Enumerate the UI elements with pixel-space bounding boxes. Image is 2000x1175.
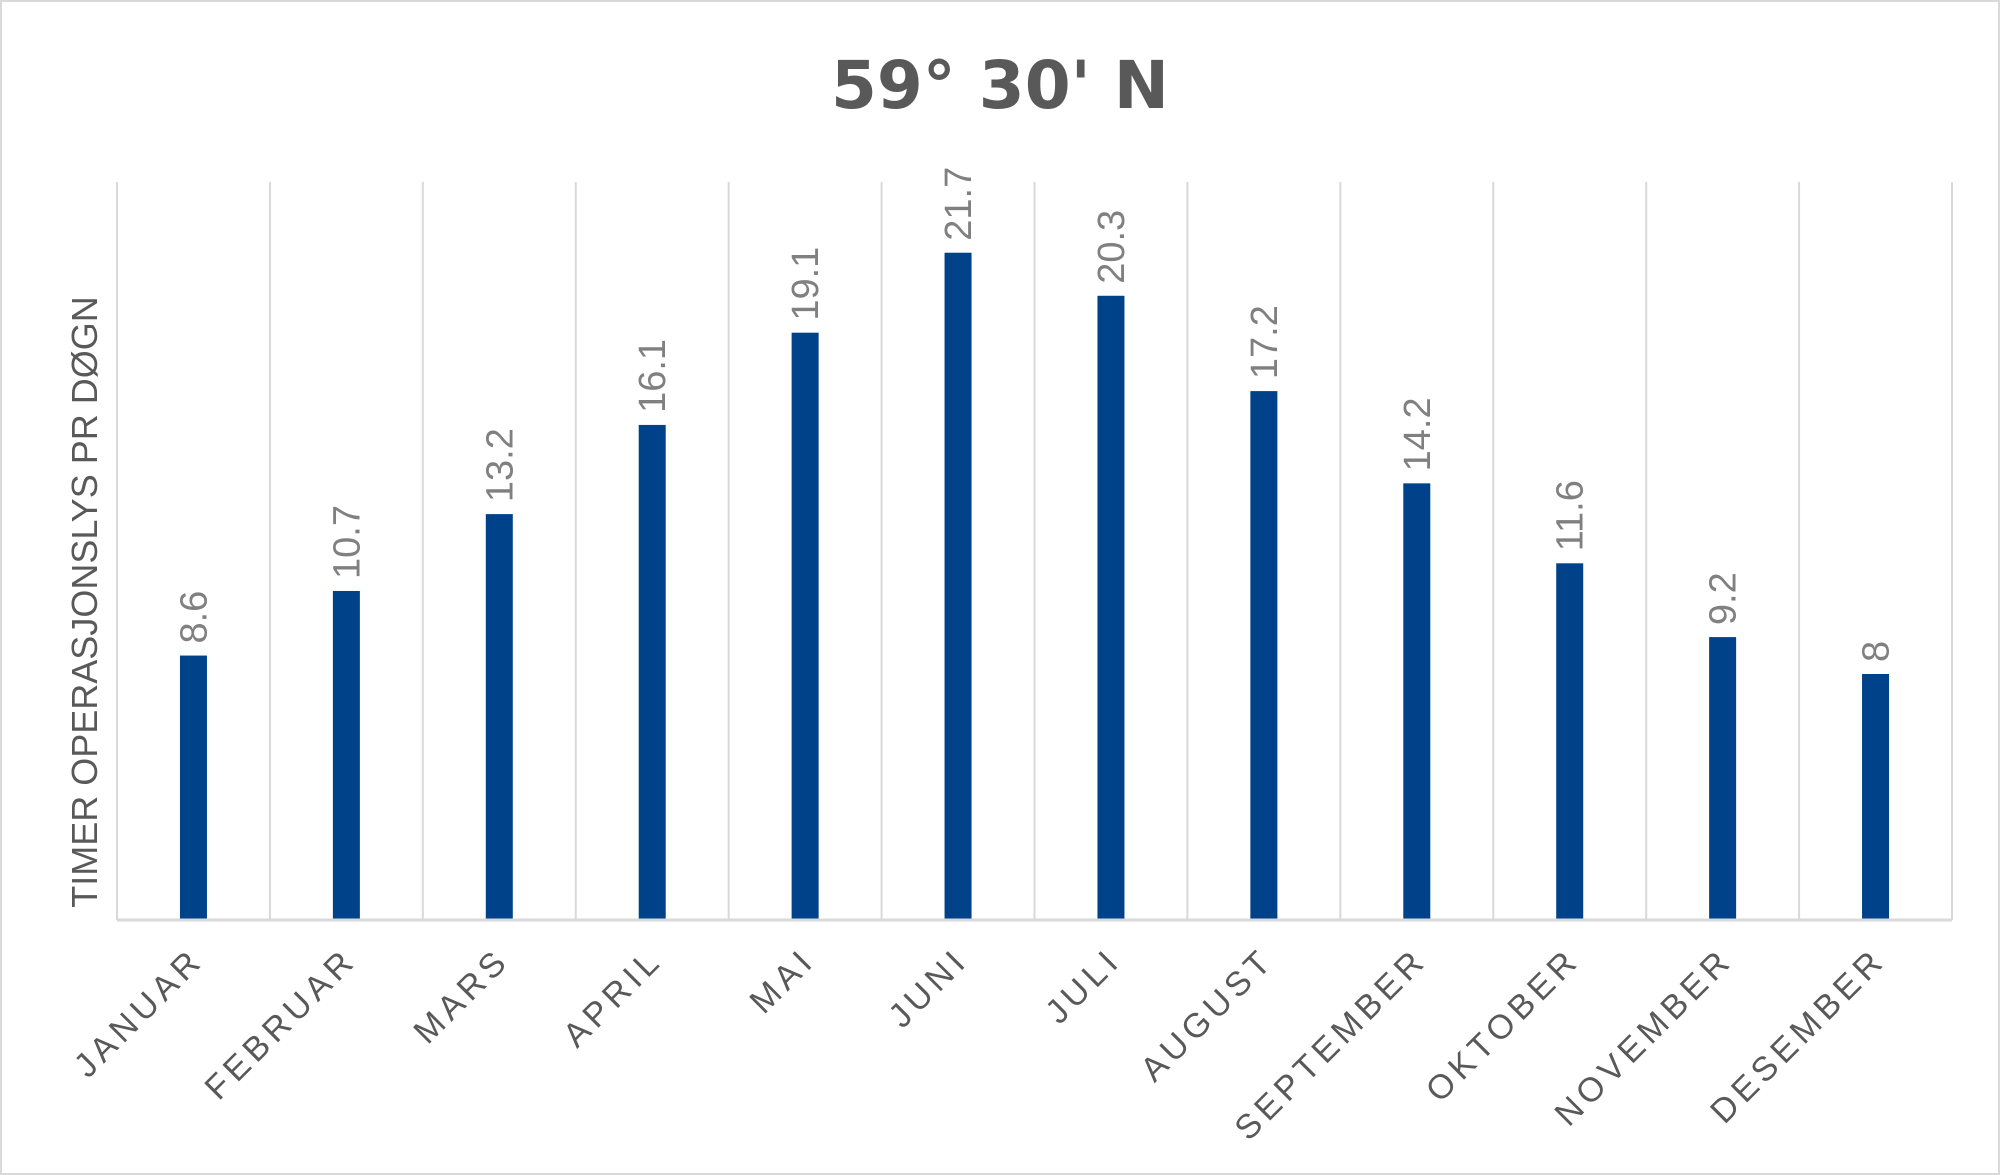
x-tick-label-april: APRIL: [556, 941, 670, 1055]
y-axis-label: TIMER OPERASJONSLYS PR DØGN: [64, 296, 105, 907]
bar-juli: [1097, 295, 1125, 920]
data-label-oktober: 11.6: [1550, 480, 1592, 551]
x-tick-label-oktober: OKTOBER: [1419, 941, 1588, 1110]
bar-august: [1250, 391, 1278, 921]
x-tick-label-juli: JULI: [1038, 941, 1128, 1031]
x-tick-label-februar: FEBRUAR: [198, 941, 365, 1108]
bar-desember: [1862, 674, 1890, 920]
data-label-mai: 19.1: [785, 247, 827, 321]
x-tick-label-mai: MAI: [743, 941, 823, 1021]
data-label-juli: 20.3: [1091, 210, 1133, 284]
x-tick-label-juni: JUNI: [881, 941, 975, 1035]
data-label-april: 16.1: [632, 339, 674, 413]
bar-januar: [179, 655, 207, 920]
bar-november: [1709, 637, 1737, 920]
bar-februar: [332, 590, 360, 920]
data-label-desember: 8: [1856, 641, 1898, 662]
bar-juni: [944, 252, 972, 921]
bar-oktober: [1556, 563, 1584, 920]
x-tick-label-mars: MARS: [406, 941, 516, 1051]
bar-mars: [485, 514, 513, 920]
data-label-juni: 21.7: [938, 167, 980, 241]
data-label-november: 9.2: [1703, 572, 1745, 625]
data-label-september: 14.2: [1397, 397, 1439, 471]
data-label-august: 17.2: [1244, 305, 1286, 379]
gridlines: [116, 182, 1953, 920]
bar-september: [1403, 483, 1431, 920]
x-tick-label-januar: JANUAR: [67, 941, 211, 1085]
bar-mai: [791, 332, 819, 920]
bars: [179, 252, 1890, 921]
chart-title: 59° 30' N: [831, 47, 1169, 124]
data-label-februar: 10.7: [326, 505, 368, 579]
x-tick-label-august: AUGUST: [1133, 941, 1281, 1089]
data-label-mars: 13.2: [479, 428, 521, 502]
bar-april: [638, 424, 666, 920]
data-label-januar: 8.6: [173, 591, 215, 644]
data-labels: 8.6 10.7 13.2 16.1 19.1 21.7 20.3 17.2 14.2 11.6 9…: [173, 167, 1897, 662]
